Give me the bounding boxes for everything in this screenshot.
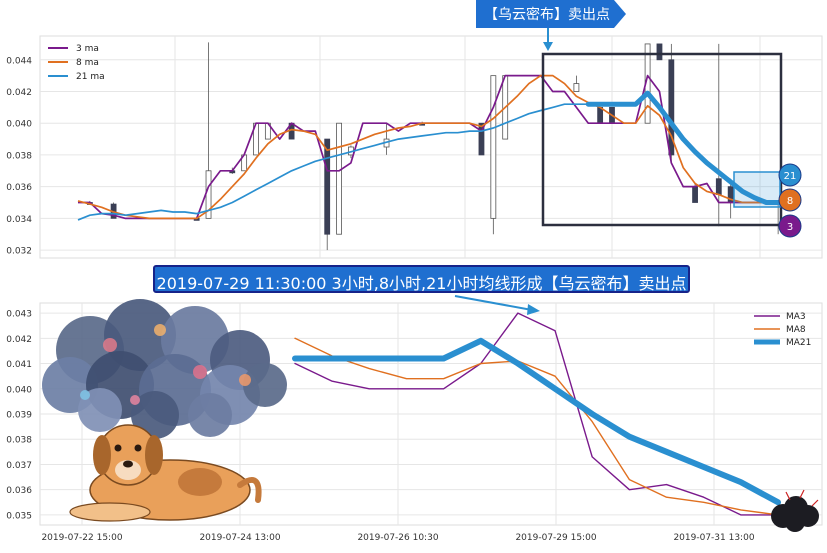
bottom-series-line-ma21 [292, 337, 781, 506]
dark-cloud-icon [771, 489, 819, 532]
dog-eye-left [114, 444, 122, 452]
bottom-xtick-label: 2019-07-31 13:00 [673, 533, 754, 543]
bottom-legend-label: MA21 [786, 338, 811, 348]
dog-muzzle [115, 460, 141, 480]
top-legend-label: 21 ma [76, 72, 105, 82]
top-ytick-label: 0.040 [6, 120, 32, 130]
series-end-badge-label: 8 [787, 196, 793, 207]
highlight-region [733, 171, 781, 208]
bottom-ytick-label: 0.043 [6, 310, 32, 320]
series-end-badge-label: 21 [784, 171, 797, 182]
flag-pointer-icon [543, 42, 553, 51]
cloud-highlight [193, 365, 207, 379]
sell-point-flag: 【乌云密布】卖出点 [476, 0, 626, 28]
candle-body [715, 178, 722, 195]
dog-paws [69, 502, 151, 522]
cloud-highlight [130, 395, 140, 405]
dog-nose [123, 460, 133, 468]
top-ytick-label: 0.036 [6, 183, 32, 193]
candle-body [656, 43, 663, 61]
banner-pointer-icon [527, 304, 540, 315]
dog-tail [237, 477, 262, 503]
cloud-puff [78, 388, 122, 432]
top-ytick-label: 0.042 [6, 88, 32, 98]
bottom-series-line-ma8 [294, 337, 779, 516]
cloud-puff [188, 393, 232, 437]
bottom-ytick-label: 0.038 [6, 436, 32, 446]
top-candlestick-chart: 0.032 0.034 0.036 0.038 0.040 0.042 0.044 3 ma 8… [6, 28, 823, 259]
candle-body [668, 59, 675, 156]
candle-body [692, 186, 698, 203]
dark-cloud-spark [785, 489, 819, 507]
signal-banner: 2019-07-29 11:30:00 3小时,8小时,21小时均线形成【乌云密… [153, 265, 690, 293]
candle-body [490, 75, 497, 219]
decorations [42, 295, 819, 532]
candle-body [478, 122, 485, 156]
signal-box [541, 52, 783, 227]
top-ytick-label: 0.034 [6, 215, 32, 225]
bottom-ytick-label: 0.041 [6, 360, 32, 370]
bottom-ytick-label: 0.037 [6, 461, 32, 471]
bottom-legend-label: MA3 [786, 312, 806, 322]
bottom-ytick-label: 0.042 [6, 335, 32, 345]
banner-pointer-line [454, 295, 533, 311]
candle-body [573, 83, 580, 92]
bottom-xtick-label: 2019-07-26 10:30 [357, 533, 438, 543]
candle-body [597, 106, 604, 124]
series-end-badge [778, 188, 802, 212]
dog-ear-right [145, 435, 163, 475]
bottom-ytick-label: 0.035 [6, 511, 32, 521]
top-ytick-label: 0.044 [6, 56, 32, 66]
dog-icon [69, 424, 262, 522]
series-end-badge [778, 163, 802, 187]
flag-text: 【乌云密布】卖出点 [484, 7, 610, 23]
dog-spot [178, 468, 222, 496]
bottom-series-line-ma3 [294, 312, 779, 516]
cloud-highlight [80, 390, 90, 400]
bottom-xtick-label: 2019-07-24 13:00 [199, 533, 280, 543]
cloud-puff [243, 363, 287, 407]
bottom-ytick-label: 0.040 [6, 385, 32, 395]
storm-cloud-icon [42, 299, 287, 439]
series-end-badge-label: 3 [787, 222, 793, 233]
series-end-badge [778, 214, 802, 238]
candle-body [336, 122, 342, 235]
banner-text: 2019-07-29 11:30:00 3小时,8小时,21小时均线形成【乌云密… [156, 274, 687, 293]
top-ytick-label: 0.032 [6, 247, 32, 257]
cloud-highlight [103, 338, 117, 352]
bottom-xtick-label: 2019-07-22 15:00 [41, 533, 122, 543]
top-ytick-label: 0.038 [6, 151, 32, 161]
cloud-highlight [239, 374, 251, 386]
flag-arrow-icon [476, 0, 626, 28]
top-ma21-highlight [585, 90, 793, 205]
bottom-ytick-label: 0.036 [6, 486, 32, 496]
cloud-puff [131, 391, 179, 439]
bottom-xtick-label: 2019-07-29 15:00 [515, 533, 596, 543]
candle-body [324, 138, 331, 235]
dog-ear-left [93, 435, 111, 475]
cloud-highlight [154, 324, 166, 336]
top-legend-label: 3 ma [76, 44, 99, 54]
dog-eye-right [134, 444, 142, 452]
dark-cloud-puff [785, 512, 805, 532]
top-series-line-8ma [77, 74, 790, 220]
bottom-ytick-label: 0.039 [6, 411, 32, 421]
top-legend-label: 8 ma [76, 58, 99, 68]
bottom-legend-label: MA8 [786, 325, 806, 335]
